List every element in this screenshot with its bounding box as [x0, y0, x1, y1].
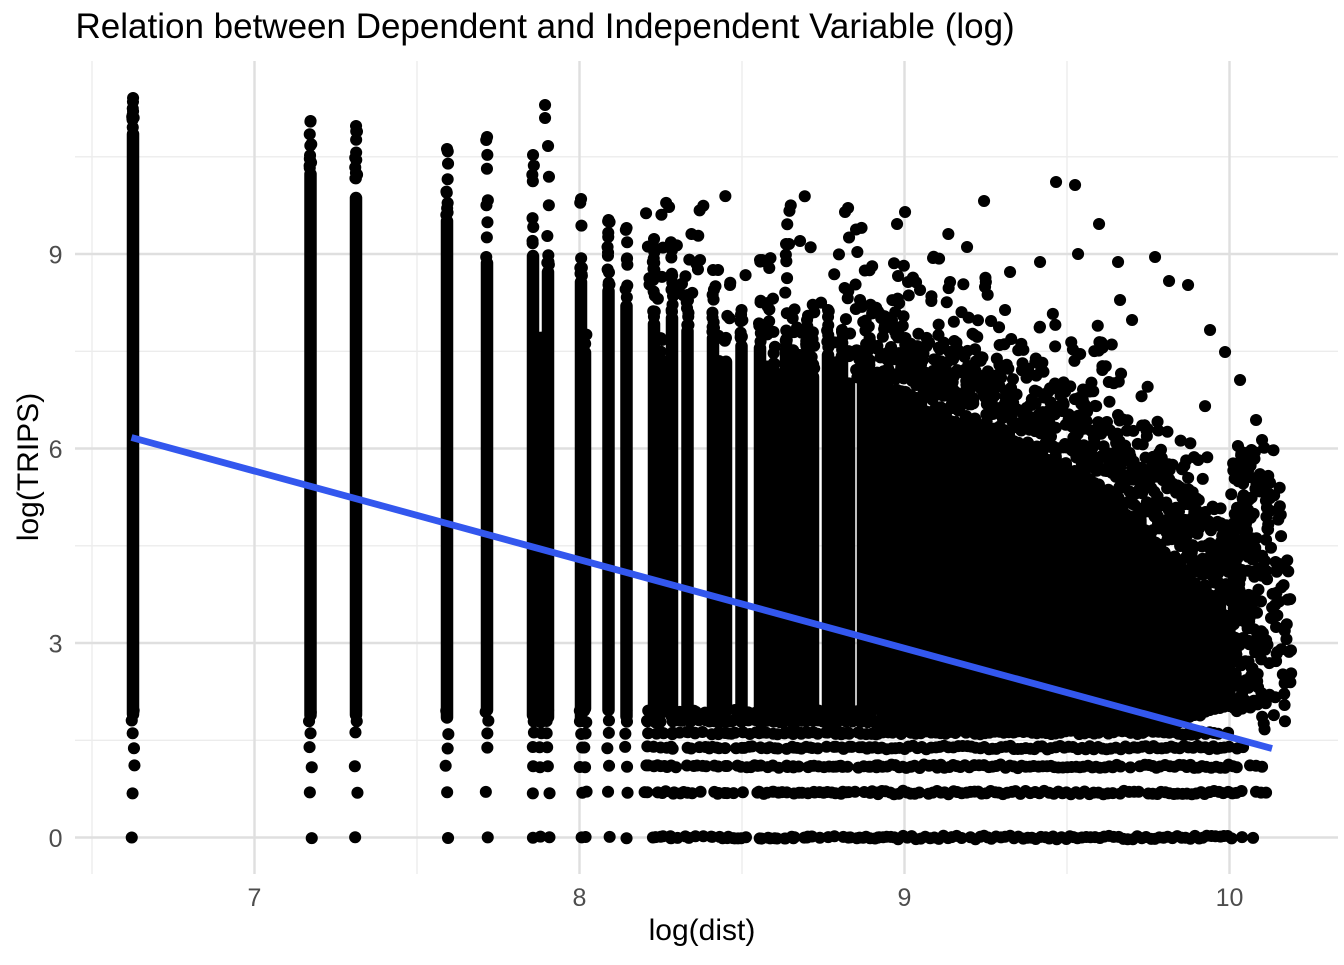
svg-text:log(dist): log(dist) — [649, 914, 756, 947]
svg-text:8: 8 — [573, 884, 587, 912]
svg-text:0: 0 — [49, 825, 63, 853]
svg-text:Relation between Dependent and: Relation between Dependent and Independe… — [76, 7, 1015, 46]
svg-text:10: 10 — [1216, 884, 1244, 912]
svg-text:9: 9 — [898, 884, 912, 912]
svg-text:log(TRIPS): log(TRIPS) — [12, 393, 45, 541]
svg-text:9: 9 — [49, 242, 63, 270]
svg-text:6: 6 — [49, 436, 63, 464]
svg-text:3: 3 — [49, 631, 63, 659]
svg-text:7: 7 — [248, 884, 262, 912]
